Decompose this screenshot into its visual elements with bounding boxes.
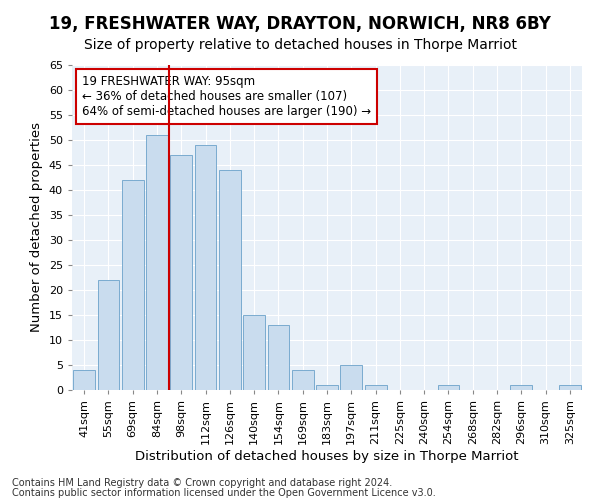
X-axis label: Distribution of detached houses by size in Thorpe Marriot: Distribution of detached houses by size …	[135, 450, 519, 462]
Bar	[146, 135, 168, 390]
Text: Size of property relative to detached houses in Thorpe Marriot: Size of property relative to detached ho…	[83, 38, 517, 52]
Bar	[73, 370, 95, 390]
Bar	[268, 325, 289, 390]
Bar	[511, 385, 532, 390]
Bar	[437, 385, 460, 390]
Bar	[122, 180, 143, 390]
Text: 19 FRESHWATER WAY: 95sqm
← 36% of detached houses are smaller (107)
64% of semi-: 19 FRESHWATER WAY: 95sqm ← 36% of detach…	[82, 74, 371, 118]
Text: Contains public sector information licensed under the Open Government Licence v3: Contains public sector information licen…	[12, 488, 436, 498]
Bar	[170, 155, 192, 390]
Bar	[292, 370, 314, 390]
Text: 19, FRESHWATER WAY, DRAYTON, NORWICH, NR8 6BY: 19, FRESHWATER WAY, DRAYTON, NORWICH, NR…	[49, 15, 551, 33]
Bar	[316, 385, 338, 390]
Bar	[340, 365, 362, 390]
Bar	[97, 280, 119, 390]
Y-axis label: Number of detached properties: Number of detached properties	[30, 122, 43, 332]
Bar	[559, 385, 581, 390]
Bar	[365, 385, 386, 390]
Text: Contains HM Land Registry data © Crown copyright and database right 2024.: Contains HM Land Registry data © Crown c…	[12, 478, 392, 488]
Bar	[194, 145, 217, 390]
Bar	[243, 315, 265, 390]
Bar	[219, 170, 241, 390]
